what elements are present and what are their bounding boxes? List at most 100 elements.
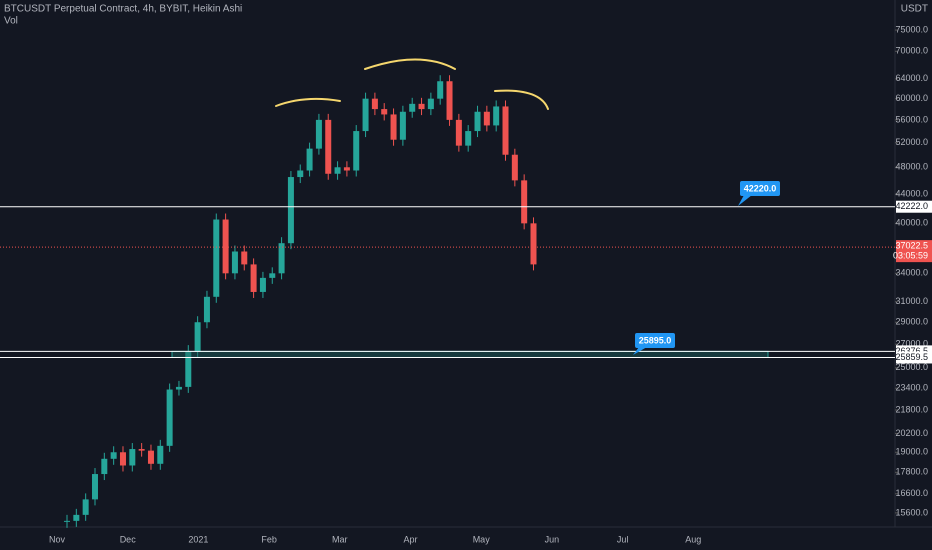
price-tick-label: 70000.0 xyxy=(895,46,928,56)
candle xyxy=(418,103,425,110)
candle xyxy=(222,219,229,274)
candle xyxy=(409,103,416,112)
candle xyxy=(278,243,285,274)
candle xyxy=(325,119,332,174)
candle xyxy=(474,111,481,132)
price-tick-label: 64000.0 xyxy=(895,73,928,83)
candle xyxy=(241,251,248,265)
plot xyxy=(64,75,537,528)
time-tick-label: Apr xyxy=(403,534,417,544)
candle xyxy=(166,389,173,446)
candle xyxy=(259,277,266,292)
price-badge-label: 42222.0 xyxy=(895,201,928,211)
time-tick-label: Jun xyxy=(545,534,560,544)
candle xyxy=(138,449,145,451)
candle xyxy=(82,499,89,515)
time-tick-label: Jul xyxy=(617,534,629,544)
volume-indicator: Vol xyxy=(4,16,18,27)
candle xyxy=(157,445,164,464)
time-tick-label: Feb xyxy=(261,534,277,544)
candle xyxy=(511,154,518,181)
candle xyxy=(483,111,490,126)
candle xyxy=(101,458,108,475)
annotation-pointer xyxy=(738,195,752,206)
price-tick-label: 34000.0 xyxy=(895,268,928,278)
candle xyxy=(203,296,210,323)
candle xyxy=(465,131,472,146)
price-tick-label: 40000.0 xyxy=(895,218,928,228)
candle xyxy=(502,106,509,155)
candle xyxy=(362,98,369,132)
candle xyxy=(446,81,453,120)
annotation-box xyxy=(740,181,780,196)
candle xyxy=(306,148,313,171)
price-tick-label: 17800.0 xyxy=(895,467,928,477)
price-badge xyxy=(896,351,932,364)
left-shoulder-arc xyxy=(275,97,341,107)
candle xyxy=(437,81,444,99)
price-tick-label: 52000.0 xyxy=(895,137,928,147)
price-tick-label: 60000.0 xyxy=(895,93,928,103)
right-shoulder-arc xyxy=(494,89,549,110)
countdown-label: 03:05:59 xyxy=(893,251,928,261)
price-tick-label: 25000.0 xyxy=(895,362,928,372)
currency-label: USDT xyxy=(901,4,928,15)
price-tick-label: 16600.0 xyxy=(895,488,928,498)
candle xyxy=(343,167,350,171)
price-tick-label: 29000.0 xyxy=(895,317,928,327)
candle xyxy=(390,114,397,140)
time-tick-label: Aug xyxy=(685,534,701,544)
head-arc xyxy=(364,58,456,70)
candle xyxy=(381,109,388,115)
candle xyxy=(175,386,182,390)
annotation-label: 42220.0 xyxy=(744,183,777,193)
candle xyxy=(250,264,257,292)
price-tick-label: 20200.0 xyxy=(895,428,928,438)
candle xyxy=(91,474,98,500)
current-price-badge xyxy=(896,240,932,263)
annotation-label: 25895.0 xyxy=(639,335,672,345)
symbol-title: BTCUSDT Perpetual Contract, 4h, BYBIT, H… xyxy=(4,4,242,15)
price-tick-label: 75000.0 xyxy=(895,24,928,34)
candle xyxy=(64,520,70,522)
candle xyxy=(315,119,322,149)
candle xyxy=(427,98,434,110)
price-tick-label: 19000.0 xyxy=(895,447,928,457)
price-tick-label: 44000.0 xyxy=(895,188,928,198)
candle xyxy=(231,251,238,274)
price-badge-label: 25859.5 xyxy=(895,352,928,362)
price-tick-label: 56000.0 xyxy=(895,114,928,124)
candle xyxy=(521,180,528,224)
price-tick-label: 23400.0 xyxy=(895,383,928,393)
candle xyxy=(455,119,462,146)
candle xyxy=(119,452,126,466)
hand-drawn-arcs xyxy=(275,58,549,110)
candle xyxy=(147,450,154,464)
time-tick-label: Nov xyxy=(49,534,66,544)
candle xyxy=(371,98,378,110)
price-tick-label: 27000.0 xyxy=(895,339,928,349)
price-tick-label: 31000.0 xyxy=(895,296,928,306)
candle xyxy=(185,351,192,387)
time-tick-label: Dec xyxy=(120,534,137,544)
candle xyxy=(297,170,304,178)
candle xyxy=(399,111,406,140)
annotation-box xyxy=(635,333,675,348)
price-tick-label: 21800.0 xyxy=(895,404,928,414)
candle xyxy=(269,273,276,278)
candle xyxy=(353,131,360,171)
time-tick-label: May xyxy=(473,534,491,544)
candle xyxy=(287,177,294,244)
support-zone xyxy=(171,350,769,358)
candle xyxy=(194,322,201,352)
current-price-label: 37022.5 xyxy=(895,241,928,251)
candle xyxy=(213,219,220,297)
candle xyxy=(493,106,500,126)
time-tick-label: 2021 xyxy=(188,534,208,544)
price-tick-label: 48000.0 xyxy=(895,162,928,172)
candle xyxy=(334,167,341,174)
price-badge xyxy=(896,200,932,213)
candle xyxy=(129,449,136,466)
